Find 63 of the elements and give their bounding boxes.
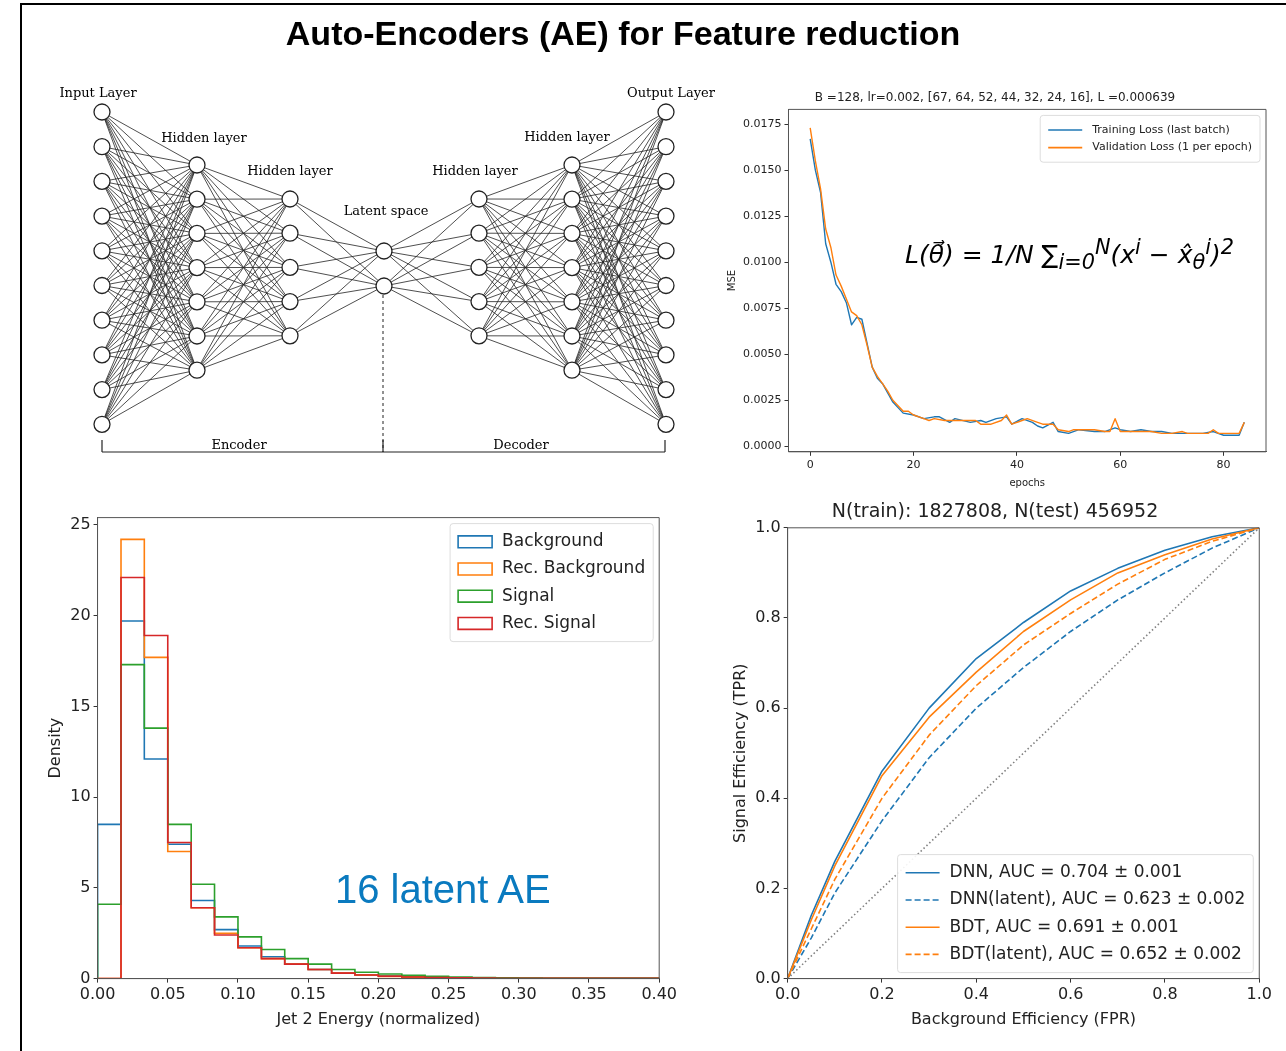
x-tick-label: 1.0: [1246, 984, 1272, 1004]
y-tick-label: 25: [70, 514, 91, 534]
x-tick-label: 0.8: [1152, 984, 1178, 1004]
y-tick-label: 20: [70, 604, 91, 624]
y-tick-label: 0.6: [755, 697, 781, 717]
y-tick-label: 0.4: [755, 787, 781, 807]
x-tick-label: 0.0: [774, 984, 801, 1004]
y-tick-label: 0.0075: [742, 301, 782, 315]
x-tick-label: 0.10: [220, 984, 256, 1004]
chart-title: B =128, lr=0.002, [67, 64, 52, 44, 32, 24, 16], L =0.000639: [814, 90, 1176, 105]
x-tick-label: 0.20: [360, 984, 397, 1004]
y-tick-label: 0.8: [755, 607, 781, 627]
y-axis-title: Density: [44, 717, 64, 779]
chart-title: N(train): 1827808, N(test) 456952: [831, 499, 1159, 522]
x-tick-label: 0.15: [290, 984, 326, 1004]
x-tick-label: 60: [1113, 458, 1128, 472]
y-tick-label: 0.0100: [742, 255, 782, 269]
y-tick-label: 0: [80, 967, 91, 987]
y-tick-label: 0.0025: [742, 393, 782, 407]
legend-label: DNN, AUC = 0.704 ± 0.001: [949, 861, 1183, 882]
y-tick-label: 0.0175: [742, 116, 782, 130]
legend-label: Validation Loss (1 per epoch): [1092, 140, 1253, 154]
legend-label: DNN(latent), AUC = 0.623 ± 0.002: [949, 888, 1246, 909]
legend-label: Background: [502, 530, 604, 551]
x-axis-title: Jet 2 Energy (normalized): [275, 1008, 481, 1028]
legend-label: Rec. Signal: [502, 611, 596, 632]
legend-label: BDT(latent), AUC = 0.652 ± 0.002: [949, 942, 1242, 963]
y-tick-label: 15: [70, 695, 91, 715]
y-tick-label: 0.0125: [742, 209, 782, 223]
x-tick-label: 0.4: [963, 984, 990, 1004]
y-tick-label: 0.0050: [742, 347, 782, 361]
y-axis-title: Signal Efficiency (TPR): [729, 663, 749, 843]
legend-label: Rec. Background: [502, 557, 646, 578]
y-tick-label: 5: [80, 877, 91, 897]
x-tick-label: 0.00: [79, 984, 116, 1004]
x-tick-label: 0.2: [869, 984, 895, 1004]
legend-label: BDT, AUC = 0.691 ± 0.001: [949, 915, 1179, 936]
x-tick-label: 0.30: [500, 984, 537, 1004]
x-axis-title: Background Efficiency (FPR): [910, 1008, 1137, 1028]
y-tick-label: 10: [70, 786, 91, 806]
y-tick-label: 0.2: [755, 877, 781, 897]
x-tick-label: 0.05: [149, 984, 186, 1004]
y-tick-label: 0.0: [755, 967, 781, 987]
x-tick-label: 0.40: [641, 984, 677, 1004]
text: Input Layer: [59, 84, 137, 100]
annotation: 16 latent AE: [335, 867, 551, 912]
text: Auto-Encoders (AE) for Feature reduction: [284, 14, 962, 53]
x-tick-label: 20: [906, 458, 921, 472]
text: L(θ⃗) = 1/N ∑$_{i=0}$$^{N}$(x$^{i}$ − x̂$_{θ}$$^{i}$)$^{2}$: [905, 235, 1235, 275]
y-tick-label: 0.0000: [742, 439, 782, 453]
x-tick-label: 0.6: [1057, 984, 1084, 1004]
x-tick-label: 40: [1009, 458, 1024, 472]
legend-label: Training Loss (last batch): [1091, 122, 1230, 136]
y-tick-label: 1.0: [755, 516, 781, 536]
x-tick-label: 0: [806, 458, 814, 472]
x-tick-label: 0.35: [571, 984, 607, 1004]
x-tick-label: 80: [1216, 458, 1231, 472]
legend-label: Signal: [502, 584, 555, 605]
x-axis-title: epochs: [1009, 476, 1046, 488]
y-axis-title: MSE: [725, 269, 737, 292]
x-tick-label: 0.25: [430, 984, 467, 1004]
text: Output Layer: [627, 84, 715, 100]
y-tick-label: 0.0150: [742, 163, 782, 177]
